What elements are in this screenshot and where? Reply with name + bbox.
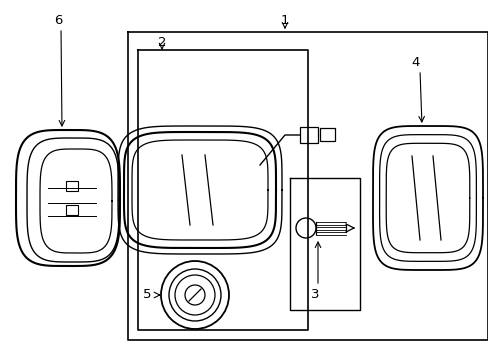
Circle shape (161, 261, 228, 329)
Bar (66, 205, 78, 215)
Text: 2: 2 (158, 36, 166, 49)
Bar (319, 128, 334, 141)
Text: 5: 5 (142, 288, 151, 302)
Bar (66, 181, 78, 191)
Text: 3: 3 (310, 288, 319, 302)
Text: 1: 1 (280, 14, 289, 27)
Circle shape (184, 285, 204, 305)
Text: 6: 6 (54, 14, 62, 27)
Circle shape (175, 275, 215, 315)
Circle shape (169, 269, 221, 321)
Circle shape (295, 218, 315, 238)
Text: 4: 4 (411, 55, 419, 68)
Bar (299, 127, 317, 143)
